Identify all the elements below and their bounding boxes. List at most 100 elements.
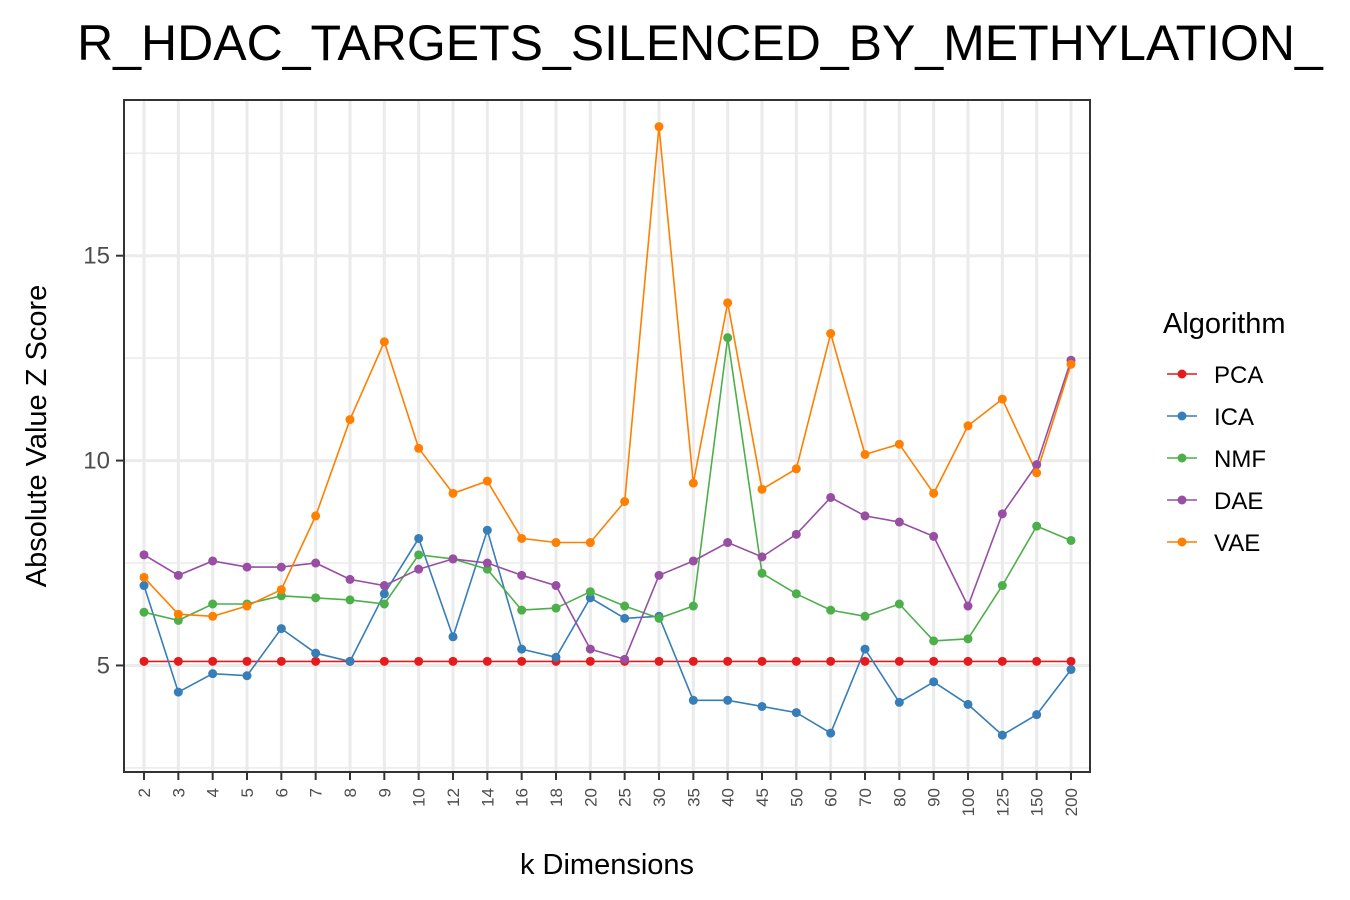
point-dae (414, 564, 424, 574)
legend-point (1177, 537, 1187, 547)
point-pca (929, 656, 939, 666)
y-tick-label: 5 (97, 652, 110, 679)
point-nmf (860, 611, 870, 621)
point-pca (208, 656, 218, 666)
point-vae (963, 421, 973, 431)
point-dae (963, 601, 973, 611)
x-tick-label: 200 (1062, 788, 1081, 816)
point-pca (791, 656, 801, 666)
legend-point (1177, 453, 1187, 463)
point-vae (208, 611, 218, 621)
point-dae (345, 574, 355, 584)
point-ica (173, 687, 183, 697)
point-nmf (997, 581, 1007, 591)
series-line-vae (143, 126, 1072, 618)
point-ica (551, 652, 561, 662)
point-nmf (585, 587, 595, 597)
point-vae (585, 538, 595, 548)
point-nmf (894, 599, 904, 609)
x-tick-label: 18 (547, 788, 566, 807)
legend-item-ica: ICA (1167, 404, 1254, 431)
point-ica (448, 632, 458, 642)
point-vae (139, 572, 149, 582)
point-ica (929, 677, 939, 687)
x-tick-label: 45 (753, 788, 772, 807)
point-pca (482, 656, 492, 666)
point-nmf (688, 601, 698, 611)
point-dae (997, 509, 1007, 519)
point-nmf (1066, 535, 1076, 545)
point-dae (894, 517, 904, 527)
point-nmf (379, 599, 389, 609)
grid (124, 100, 1090, 772)
x-tick-label: 12 (444, 788, 463, 807)
point-pca (242, 656, 252, 666)
x-tick-label: 90 (925, 788, 944, 807)
point-nmf (1032, 521, 1042, 531)
legend-point (1177, 411, 1187, 421)
x-tick-label: 20 (581, 788, 600, 807)
point-vae (894, 439, 904, 449)
point-pca (448, 656, 458, 666)
point-ica (414, 533, 424, 543)
point-vae (276, 585, 286, 595)
point-pca (1066, 656, 1076, 666)
point-vae (173, 609, 183, 619)
point-nmf (963, 634, 973, 644)
point-pca (894, 656, 904, 666)
point-vae (860, 449, 870, 459)
x-tick-label: 16 (513, 788, 532, 807)
point-vae (723, 298, 733, 308)
legend-item-nmf: NMF (1167, 446, 1266, 473)
panel-border (123, 99, 1091, 773)
point-vae (791, 464, 801, 474)
legend-item-vae: VAE (1167, 530, 1260, 557)
point-vae (620, 497, 630, 507)
point-dae (551, 581, 561, 591)
point-ica (826, 728, 836, 738)
point-ica (757, 701, 767, 711)
x-tick-label: 5 (238, 788, 257, 797)
x-tick-label: 100 (959, 788, 978, 816)
point-vae (517, 533, 527, 543)
x-tick-label: 40 (719, 788, 738, 807)
point-vae (826, 329, 836, 339)
point-pca (517, 656, 527, 666)
point-vae (311, 511, 321, 521)
x-tick-label: 70 (856, 788, 875, 807)
x-tick-label: 50 (787, 788, 806, 807)
point-pca (173, 656, 183, 666)
point-pca (379, 656, 389, 666)
x-axis: 2 3 4 5 6 7 8 9 10 12 14 16 18 20 25 30 35 40 45 50 60 70 80 90… (135, 772, 1081, 816)
point-ica (517, 644, 527, 654)
point-ica (688, 695, 698, 705)
y-axis-title: Absolute Value Z Score (21, 285, 53, 588)
point-nmf (551, 603, 561, 613)
point-pca (963, 656, 973, 666)
point-ica (276, 624, 286, 634)
point-pca (757, 656, 767, 666)
series-line-nmf (143, 337, 1072, 642)
point-vae (482, 476, 492, 486)
legend-label: PCA (1214, 362, 1263, 389)
point-pca (311, 656, 321, 666)
x-tick-label: 125 (993, 788, 1012, 816)
point-nmf (139, 607, 149, 617)
series-line-dae (143, 359, 1072, 661)
point-ica (620, 613, 630, 623)
point-vae (345, 415, 355, 425)
legend-item-dae: DAE (1167, 488, 1263, 515)
point-nmf (517, 605, 527, 615)
chart-title: R_HDAC_TARGETS_SILENCED_BY_METHYLATION_ (77, 15, 1324, 71)
x-tick-label: 3 (169, 788, 188, 797)
point-vae (654, 122, 664, 132)
legend-item-pca: PCA (1167, 362, 1263, 389)
x-tick-label: 2 (135, 788, 154, 797)
point-pca (860, 656, 870, 666)
series-line-ica (143, 527, 1072, 737)
legend-label: ICA (1214, 404, 1254, 431)
point-ica (242, 671, 252, 681)
series-points (139, 122, 1076, 740)
point-ica (482, 525, 492, 535)
point-dae (482, 558, 492, 568)
